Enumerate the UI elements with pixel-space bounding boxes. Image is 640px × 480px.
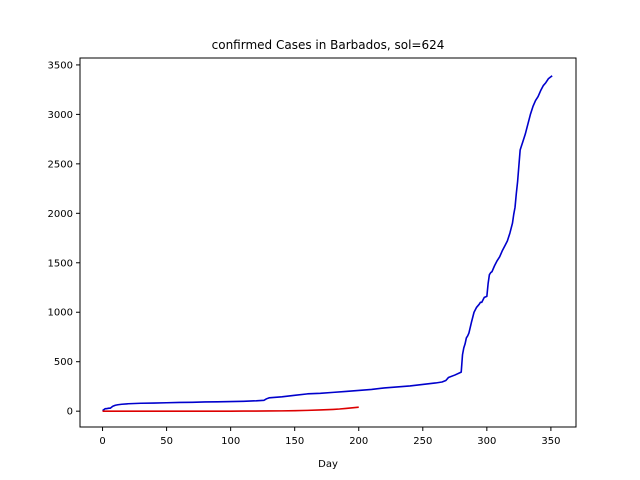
x-tick-label-150: 150 bbox=[285, 436, 304, 447]
y-tick-label-2500: 2500 bbox=[48, 159, 73, 170]
x-tick-label-0: 0 bbox=[99, 436, 105, 447]
y-tick-label-500: 500 bbox=[54, 357, 73, 368]
y-tick-label-3000: 3000 bbox=[48, 110, 73, 121]
x-tick-label-350: 350 bbox=[541, 436, 560, 447]
y-tick-label-2000: 2000 bbox=[48, 209, 73, 220]
x-tick-label-250: 250 bbox=[413, 436, 432, 447]
series-layer bbox=[102, 75, 553, 412]
series-line-0 bbox=[102, 75, 553, 412]
y-axis: 0 500 1000 1500 2000 2500 3000 3500 bbox=[48, 60, 80, 418]
x-tick-label-300: 300 bbox=[477, 436, 496, 447]
x-tick-label-200: 200 bbox=[349, 436, 368, 447]
x-axis: 0 50 100 150 200 250 300 350 bbox=[99, 427, 560, 447]
y-tick-label-1500: 1500 bbox=[48, 258, 73, 269]
chart-title: confirmed Cases in Barbados, sol=624 bbox=[212, 38, 445, 52]
plot-frame bbox=[79, 57, 577, 428]
y-tick-label-3500: 3500 bbox=[48, 60, 73, 71]
y-tick-label-1000: 1000 bbox=[48, 308, 73, 319]
x-axis-label: Day bbox=[318, 459, 338, 470]
x-tick-label-50: 50 bbox=[160, 436, 173, 447]
series-line-1 bbox=[102, 406, 359, 412]
y-tick-label-0: 0 bbox=[67, 407, 73, 418]
x-tick-label-100: 100 bbox=[221, 436, 240, 447]
